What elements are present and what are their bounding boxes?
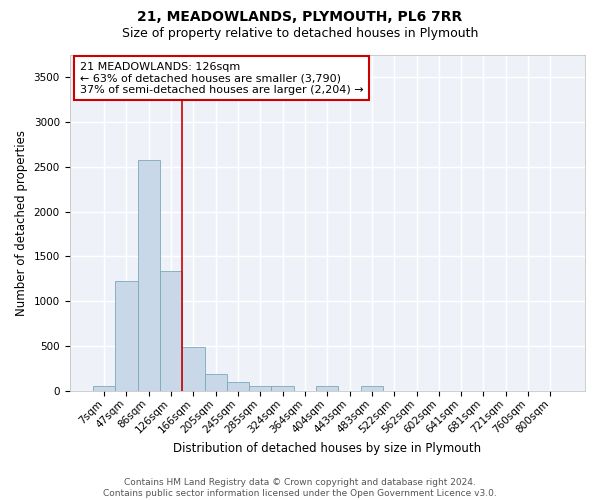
Bar: [249, 386, 271, 390]
Bar: [182, 346, 205, 391]
Text: Size of property relative to detached houses in Plymouth: Size of property relative to detached ho…: [122, 28, 478, 40]
Text: 21, MEADOWLANDS, PLYMOUTH, PL6 7RR: 21, MEADOWLANDS, PLYMOUTH, PL6 7RR: [137, 10, 463, 24]
Bar: [316, 386, 338, 390]
Bar: [137, 160, 160, 390]
Bar: [93, 386, 115, 390]
Text: Contains HM Land Registry data © Crown copyright and database right 2024.
Contai: Contains HM Land Registry data © Crown c…: [103, 478, 497, 498]
Bar: [271, 386, 294, 390]
Bar: [115, 282, 137, 391]
Bar: [205, 374, 227, 390]
Text: 21 MEADOWLANDS: 126sqm
← 63% of detached houses are smaller (3,790)
37% of semi-: 21 MEADOWLANDS: 126sqm ← 63% of detached…: [80, 62, 364, 95]
Y-axis label: Number of detached properties: Number of detached properties: [15, 130, 28, 316]
Bar: [227, 382, 249, 390]
X-axis label: Distribution of detached houses by size in Plymouth: Distribution of detached houses by size …: [173, 442, 481, 455]
Bar: [160, 270, 182, 390]
Bar: [361, 386, 383, 390]
